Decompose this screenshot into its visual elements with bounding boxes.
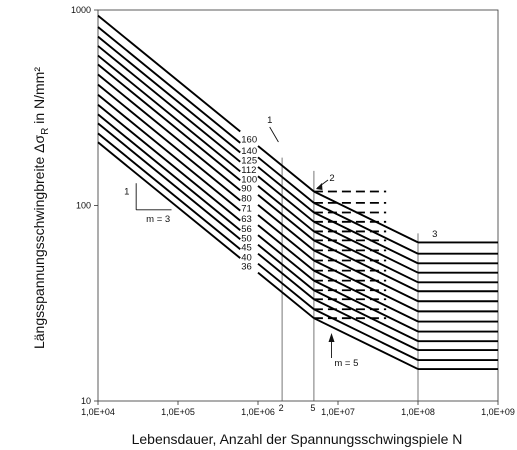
detail-category-label: 45 xyxy=(241,242,252,253)
curve-segment-m3 xyxy=(257,224,315,272)
slope-triangle-1-label: 1 xyxy=(124,187,129,198)
marker-1-pointer xyxy=(269,126,279,143)
curve-segment-m3 xyxy=(97,113,241,232)
detail-category-label: 90 xyxy=(241,184,252,195)
vline-label-5: 5 xyxy=(310,403,315,413)
curve-segment-m5 xyxy=(313,298,419,351)
detail-category-label: 100 xyxy=(241,175,257,186)
curve-segment-m3 xyxy=(257,271,315,319)
curve-segment-m5 xyxy=(313,259,419,313)
marker-3-label: 3 xyxy=(432,229,437,240)
curve-segment-m3 xyxy=(97,104,241,222)
x-tick-label: 1,0E+04 xyxy=(81,407,115,417)
marker-2-label: 2 xyxy=(329,173,334,184)
curve-segment-m3 xyxy=(257,185,315,233)
x-tick-label: 1,0E+09 xyxy=(481,407,515,417)
detail-category-label: 140 xyxy=(241,146,257,157)
x-tick-label: 1,0E+06 xyxy=(241,407,275,417)
detail-category-label: 56 xyxy=(241,224,252,235)
detail-category-label: 36 xyxy=(241,261,252,272)
marker-1-label: 1 xyxy=(267,115,272,126)
marker-2-arrowhead xyxy=(315,183,323,190)
curve-segment-m5 xyxy=(313,249,419,303)
curve-segment-m5 xyxy=(313,190,419,244)
curve-segment-m3 xyxy=(97,54,241,173)
curve-segment-m3 xyxy=(257,175,315,223)
curve-segment-m3 xyxy=(257,194,315,242)
detail-category-label: 80 xyxy=(241,194,252,205)
curve-segment-m3 xyxy=(97,94,241,212)
sn-curves xyxy=(97,14,498,370)
curve-segment-m5 xyxy=(313,202,419,255)
x-tick-label: 1,0E+05 xyxy=(161,407,195,417)
detail-category-label: 160 xyxy=(241,135,257,146)
x-axis-title: Lebensdauer, Anzahl der Spannungsschwing… xyxy=(132,431,463,447)
y-axis-title-unit: in N/mm² xyxy=(31,67,47,128)
y-axis-title-subscript: R xyxy=(40,128,51,135)
y-tick-label: 1000 xyxy=(71,5,91,15)
detail-category-label: 71 xyxy=(241,204,252,215)
curve-segment-m3 xyxy=(97,122,241,240)
curve-segment-m5 xyxy=(313,279,419,333)
m5-arrowhead xyxy=(328,333,335,342)
x-tick-label: 1,0E+08 xyxy=(401,407,435,417)
detail-category-label: 112 xyxy=(241,165,256,176)
curve-segment-m3 xyxy=(97,26,241,144)
x-tick-label: 1,0E+07 xyxy=(321,407,355,417)
curve-segment-m3 xyxy=(97,132,241,250)
curve-segment-m5 xyxy=(313,239,419,293)
plot-border xyxy=(97,9,499,402)
curve-segment-m5 xyxy=(313,269,419,323)
curve-segment-m3 xyxy=(257,252,315,300)
y-axis-title: Längsspannungsschwingbreite ΔσR in N/mm² xyxy=(31,67,51,349)
curve-segment-m3 xyxy=(257,243,315,292)
curve-segment-m3 xyxy=(97,83,241,202)
slope-m5-label: m = 5 xyxy=(334,358,358,369)
detail-category-label: 63 xyxy=(241,214,252,225)
curve-segment-m3 xyxy=(257,166,315,214)
y-axis-title-main: Längsspannungsschwingbreite Δσ xyxy=(31,135,47,349)
curve-segment-m3 xyxy=(97,63,241,182)
y-axis-ticks: 10 100 1000 xyxy=(71,5,98,406)
detail-category-label: 40 xyxy=(241,252,252,263)
curve-segment-m3 xyxy=(97,73,241,192)
y-tick-label: 100 xyxy=(76,201,91,211)
reference-vertical-lines xyxy=(281,157,419,401)
plot-frame xyxy=(97,9,499,402)
curve-segment-m3 xyxy=(97,14,241,133)
curve-segment-m3 xyxy=(257,145,315,193)
vline-label-2: 2 xyxy=(279,403,284,413)
curve-segment-m5 xyxy=(313,317,419,370)
curve-segment-m5 xyxy=(313,230,419,284)
detail-category-label: 50 xyxy=(241,233,252,244)
curve-segment-m5 xyxy=(313,308,419,361)
annotations: 1 m = 3 1 2 3 m = 5 2 5 xyxy=(124,115,437,413)
curve-segment-m3 xyxy=(257,156,315,204)
curve-segment-m3 xyxy=(97,35,241,154)
curve-segment-m3 xyxy=(257,262,315,310)
curve-segment-m3 xyxy=(97,45,241,163)
curve-segment-m5 xyxy=(313,220,419,274)
curve-segment-m3 xyxy=(257,204,315,252)
curve-segment-m3 xyxy=(257,234,315,282)
curve-segment-m3 xyxy=(97,141,241,259)
slope-m3-label: m = 3 xyxy=(146,214,170,225)
curve-segment-m5 xyxy=(313,211,419,265)
detail-category-label: 125 xyxy=(241,156,257,167)
curve-segment-m5 xyxy=(313,289,419,343)
y-tick-label: 10 xyxy=(81,396,91,406)
curve-segment-m3 xyxy=(257,214,315,262)
x-axis-ticks: 1,0E+04 1,0E+05 1,0E+06 1,0E+07 1,0E+08 1,0E+… xyxy=(81,401,515,417)
